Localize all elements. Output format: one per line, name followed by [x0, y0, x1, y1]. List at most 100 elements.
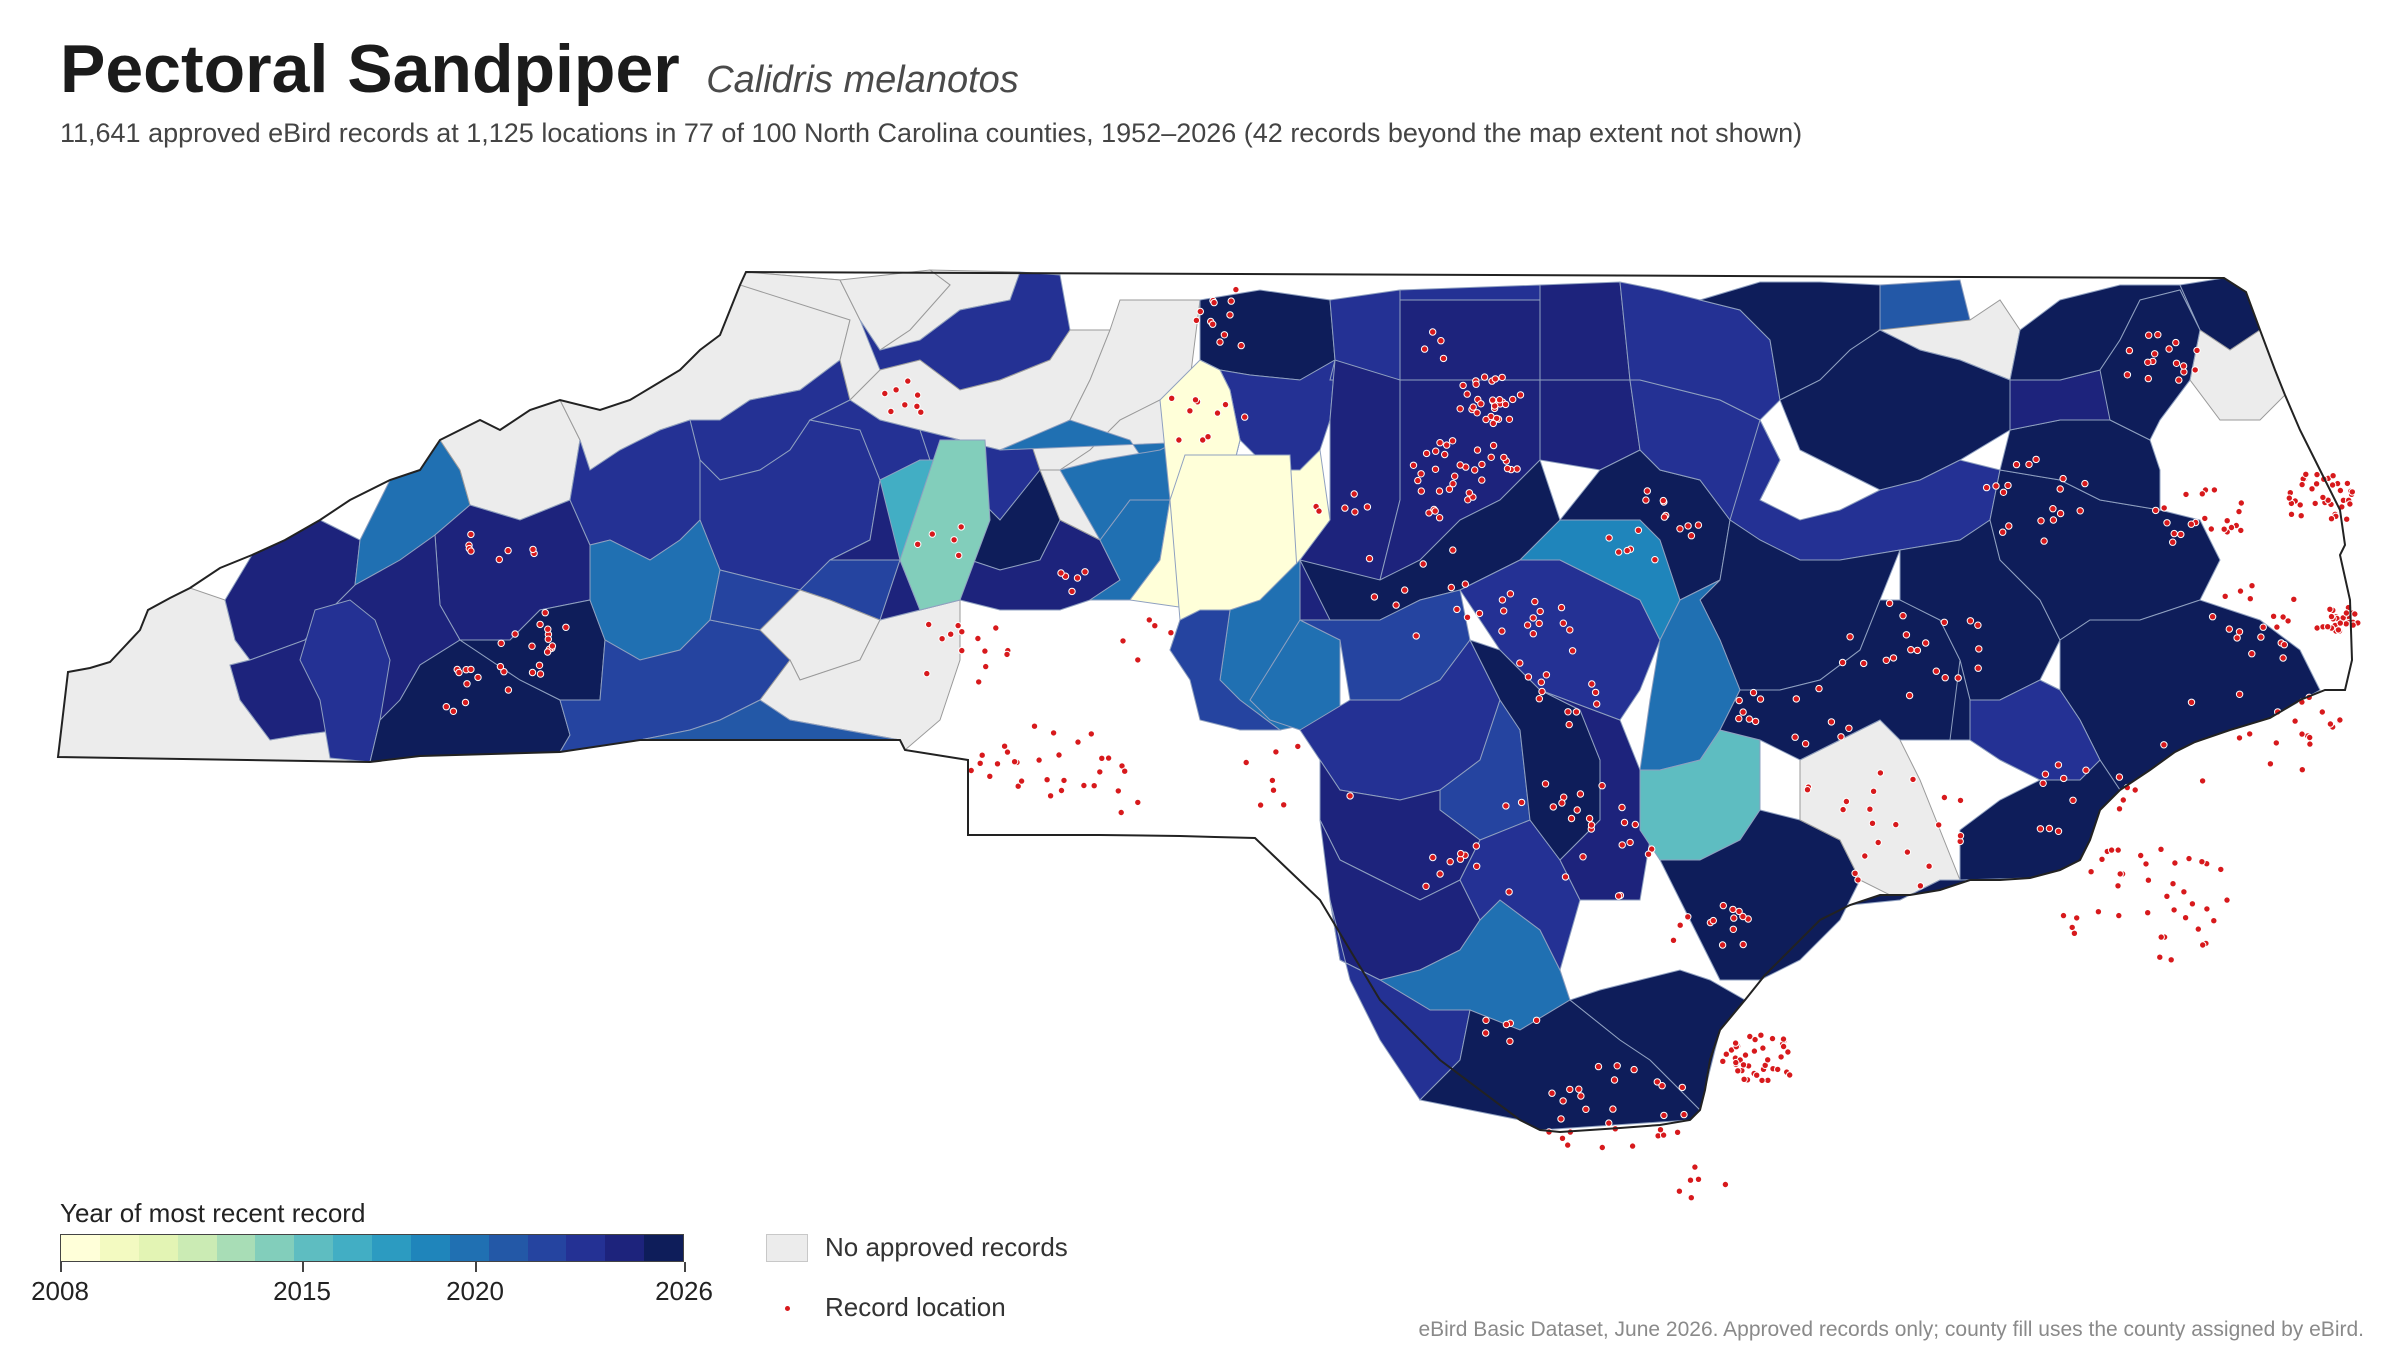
county-fill: [1169, 609, 1282, 731]
record-point: [1472, 842, 1481, 850]
record-point: [2163, 519, 2171, 527]
record-point: [1750, 1047, 1759, 1055]
record-point: [1740, 1075, 1748, 1084]
record-point: [1628, 1142, 1637, 1150]
record-point: [1351, 508, 1359, 516]
record-point: [1456, 405, 1464, 413]
record-point: [2119, 796, 2128, 804]
record-point: [1827, 718, 1836, 726]
record-point: [1463, 613, 1472, 621]
record-point: [1889, 654, 1898, 662]
record-point: [2280, 641, 2289, 649]
record-point: [2313, 624, 2321, 632]
record-point: [1074, 738, 1082, 746]
colorbar-segment: [294, 1235, 334, 1261]
record-point: [1660, 1111, 1668, 1120]
record-point: [2235, 628, 2244, 636]
colorbar-tick: [475, 1262, 477, 1272]
record-point: [541, 609, 549, 617]
record-point: [1457, 849, 1465, 858]
record-point: [1630, 1065, 1638, 1074]
record-point: [947, 630, 955, 638]
record-point: [1429, 328, 1437, 336]
record-point: [467, 530, 475, 539]
record-point: [1573, 806, 1581, 814]
record-point: [1090, 782, 1098, 790]
record-point: [2187, 698, 2196, 706]
record-point: [2298, 766, 2307, 774]
record-point: [2165, 345, 2173, 353]
record-point: [1469, 403, 1477, 411]
record-point: [1999, 488, 2008, 496]
record-point: [2115, 773, 2124, 781]
record-point: [1346, 792, 1354, 800]
colorbar-tick: [684, 1262, 686, 1272]
record-point: [1676, 525, 1684, 533]
record-point: [1057, 786, 1066, 795]
record-point: [1256, 801, 1265, 809]
record-point: [1441, 450, 1449, 459]
record-point: [1739, 940, 1747, 949]
record-point: [2246, 595, 2255, 603]
record-point: [2279, 613, 2287, 621]
record-point: [2327, 612, 2336, 621]
colorbar-segment: [644, 1235, 683, 1261]
record-point: [2208, 613, 2217, 621]
colorbar-segment: [138, 1235, 178, 1261]
record-point: [1741, 1051, 1750, 1059]
record-point: [2306, 740, 2314, 748]
record-point: [2334, 626, 2343, 634]
record-point: [1500, 453, 1508, 462]
record-point: [1241, 413, 1249, 421]
county-fill: [1459, 819, 1581, 972]
record-point: [1548, 1089, 1556, 1097]
record-point: [463, 680, 471, 688]
record-point: [1014, 782, 1022, 790]
record-point: [2032, 455, 2040, 464]
record-point: [1080, 781, 1088, 790]
record-point: [1035, 756, 1043, 764]
record-point: [1634, 526, 1643, 534]
record-point: [1480, 373, 1489, 381]
record-point: [1213, 409, 1222, 417]
record-point: [1517, 798, 1526, 807]
record-point: [2116, 870, 2124, 878]
record-point: [1473, 409, 1481, 417]
record-point: [1049, 729, 1058, 737]
record-point: [1501, 400, 1510, 409]
colorbar-segment: [527, 1235, 567, 1261]
record-point: [2233, 634, 2241, 642]
record-point: [1502, 1020, 1511, 1029]
record-point: [904, 377, 912, 385]
map-title: Pectoral Sandpiper: [60, 31, 680, 107]
record-point: [1751, 717, 1760, 726]
record-point: [2351, 610, 2359, 618]
record-point: [2170, 529, 2178, 538]
record-point: [2181, 914, 2190, 922]
record-point: [1759, 1044, 1767, 1052]
record-point: [1684, 522, 1692, 530]
record-point: [2326, 605, 2334, 613]
record-point: [1294, 742, 1302, 751]
record-point: [2123, 371, 2132, 379]
record-point: [1815, 684, 1823, 693]
record-point: [1598, 1143, 1607, 1152]
record-point: [1837, 733, 1845, 741]
record-point: [2302, 470, 2310, 478]
record-point: [1478, 476, 1486, 484]
record-point: [2054, 761, 2063, 769]
no-records-swatch: [766, 1234, 808, 1262]
record-point: [1419, 560, 1427, 568]
record-point: [2313, 470, 2321, 479]
record-point: [2236, 587, 2245, 595]
record-point: [1134, 798, 1142, 807]
record-point: [1134, 656, 1142, 664]
record-point: [2094, 908, 2103, 916]
record-point: [993, 760, 1002, 768]
record-point: [1605, 534, 1613, 542]
record-point: [1117, 808, 1125, 817]
record-point: [1269, 786, 1278, 794]
record-point: [1532, 1016, 1541, 1024]
record-point: [1191, 396, 1200, 404]
record-point: [1537, 678, 1546, 686]
